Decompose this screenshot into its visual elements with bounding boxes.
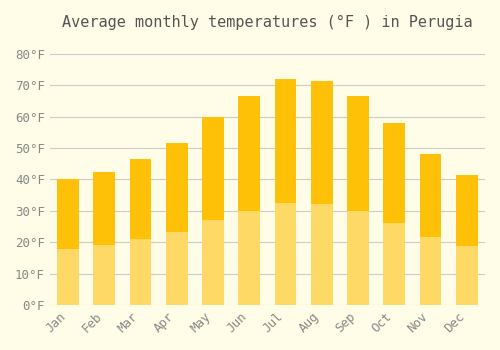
Bar: [420, 237, 442, 305]
Bar: [57, 180, 79, 305]
Bar: [94, 172, 115, 305]
Bar: [166, 143, 188, 305]
Title: Average monthly temperatures (°F ) in Perugia: Average monthly temperatures (°F ) in Pe…: [62, 15, 472, 30]
Bar: [274, 79, 296, 305]
Bar: [166, 232, 188, 305]
Bar: [130, 159, 152, 305]
Bar: [94, 245, 115, 305]
Bar: [311, 80, 332, 305]
Bar: [311, 204, 332, 305]
Bar: [347, 96, 369, 305]
Bar: [202, 117, 224, 305]
Bar: [347, 211, 369, 305]
Bar: [238, 211, 260, 305]
Bar: [384, 123, 405, 305]
Bar: [456, 246, 477, 305]
Bar: [130, 239, 152, 305]
Bar: [420, 154, 442, 305]
Bar: [274, 203, 296, 305]
Bar: [384, 223, 405, 305]
Bar: [202, 220, 224, 305]
Bar: [57, 248, 79, 305]
Bar: [456, 175, 477, 305]
Bar: [238, 96, 260, 305]
